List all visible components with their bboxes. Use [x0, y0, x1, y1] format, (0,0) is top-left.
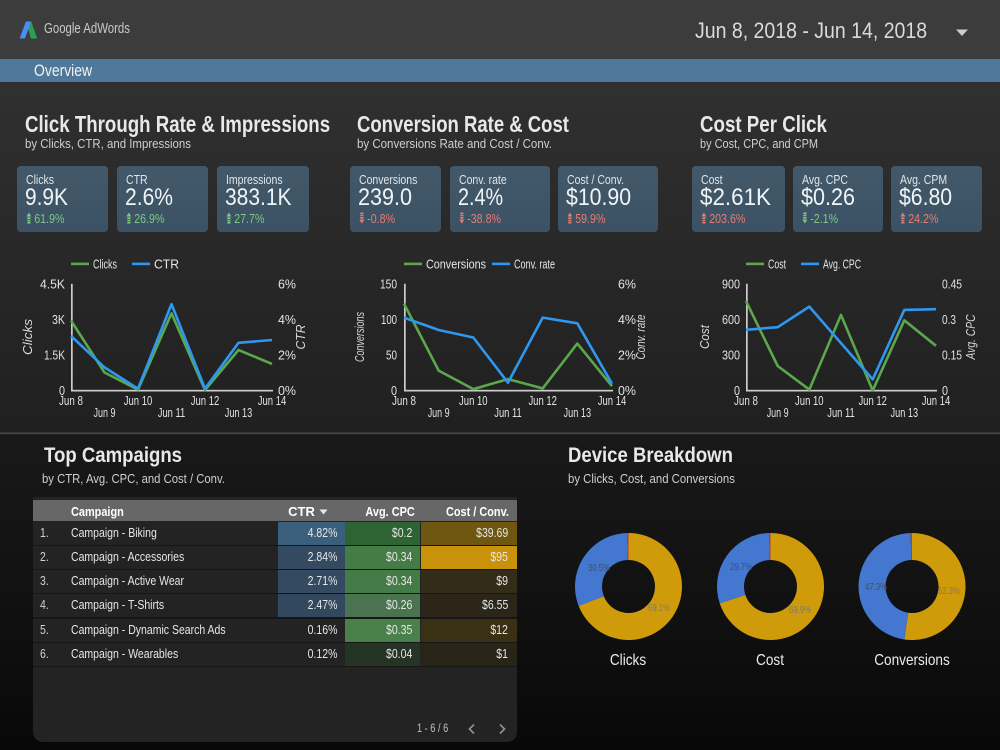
svg-text:Jun 11: Jun 11	[827, 406, 855, 420]
svg-text:Jun 14: Jun 14	[258, 394, 287, 408]
svg-text:CTR: CTR	[154, 258, 179, 272]
svg-text:Conversions: Conversions	[426, 258, 486, 272]
svg-text:0: 0	[59, 384, 65, 398]
svg-text:Jun 8: Jun 8	[734, 394, 758, 408]
svg-text:Jun 13: Jun 13	[564, 406, 592, 420]
svg-text:Jun 8: Jun 8	[59, 394, 83, 408]
svg-text:4%: 4%	[278, 313, 296, 327]
svg-text:Jun 10: Jun 10	[795, 394, 824, 408]
svg-text:6%: 6%	[278, 277, 296, 291]
svg-text:Jun 13: Jun 13	[225, 406, 253, 420]
svg-text:Jun 9: Jun 9	[428, 406, 450, 420]
svg-text:0%: 0%	[618, 384, 636, 398]
svg-text:Conv. rate: Conv. rate	[634, 314, 648, 359]
svg-text:Jun 13: Jun 13	[891, 406, 919, 420]
svg-text:Cost: Cost	[768, 258, 786, 272]
svg-text:Jun 9: Jun 9	[767, 406, 789, 420]
svg-text:Avg. CPC: Avg. CPC	[964, 314, 978, 361]
svg-text:Jun 10: Jun 10	[459, 394, 488, 408]
svg-text:Jun 14: Jun 14	[598, 394, 627, 408]
svg-text:150: 150	[380, 277, 397, 291]
svg-text:Jun 12: Jun 12	[191, 394, 220, 408]
svg-text:Jun 8: Jun 8	[392, 394, 416, 408]
svg-text:2%: 2%	[278, 348, 296, 362]
svg-text:52.3%: 52.3%	[938, 586, 960, 597]
svg-text:600: 600	[722, 313, 740, 327]
svg-text:0: 0	[391, 384, 397, 398]
svg-text:69.1%: 69.1%	[648, 603, 670, 614]
svg-text:29.7%: 29.7%	[730, 562, 752, 573]
svg-text:Jun 10: Jun 10	[124, 394, 153, 408]
svg-text:Conv. rate: Conv. rate	[514, 258, 555, 272]
svg-text:0: 0	[942, 384, 948, 398]
svg-text:4%: 4%	[618, 313, 636, 327]
svg-text:900: 900	[722, 277, 740, 291]
svg-text:47.3%: 47.3%	[865, 582, 887, 593]
svg-text:Jun 9: Jun 9	[94, 406, 116, 420]
svg-text:3K: 3K	[52, 313, 66, 327]
svg-text:Jun 12: Jun 12	[528, 394, 557, 408]
svg-text:Conversions: Conversions	[353, 312, 367, 362]
svg-text:69.9%: 69.9%	[789, 605, 811, 616]
svg-text:CTR: CTR	[294, 325, 308, 350]
svg-text:6%: 6%	[618, 277, 636, 291]
svg-text:Clicks: Clicks	[21, 319, 35, 355]
svg-text:0.45: 0.45	[942, 277, 962, 291]
svg-text:Jun 12: Jun 12	[858, 394, 887, 408]
svg-text:Avg. CPC: Avg. CPC	[823, 258, 861, 272]
svg-text:0: 0	[734, 384, 740, 398]
svg-text:4.5K: 4.5K	[40, 277, 66, 291]
svg-text:Jun 14: Jun 14	[922, 394, 951, 408]
svg-text:Clicks: Clicks	[93, 258, 117, 272]
svg-text:0%: 0%	[278, 384, 296, 398]
svg-text:50: 50	[386, 348, 397, 362]
svg-text:Jun 11: Jun 11	[494, 406, 522, 420]
svg-text:30.5%: 30.5%	[588, 563, 610, 574]
svg-text:Cost: Cost	[698, 325, 712, 349]
svg-text:Jun 11: Jun 11	[158, 406, 186, 420]
svg-text:1.5K: 1.5K	[44, 348, 66, 362]
svg-text:300: 300	[722, 348, 740, 362]
svg-text:2%: 2%	[618, 348, 636, 362]
svg-text:0.3: 0.3	[942, 313, 956, 327]
svg-text:0.15: 0.15	[942, 348, 962, 362]
svg-text:100: 100	[381, 313, 397, 327]
